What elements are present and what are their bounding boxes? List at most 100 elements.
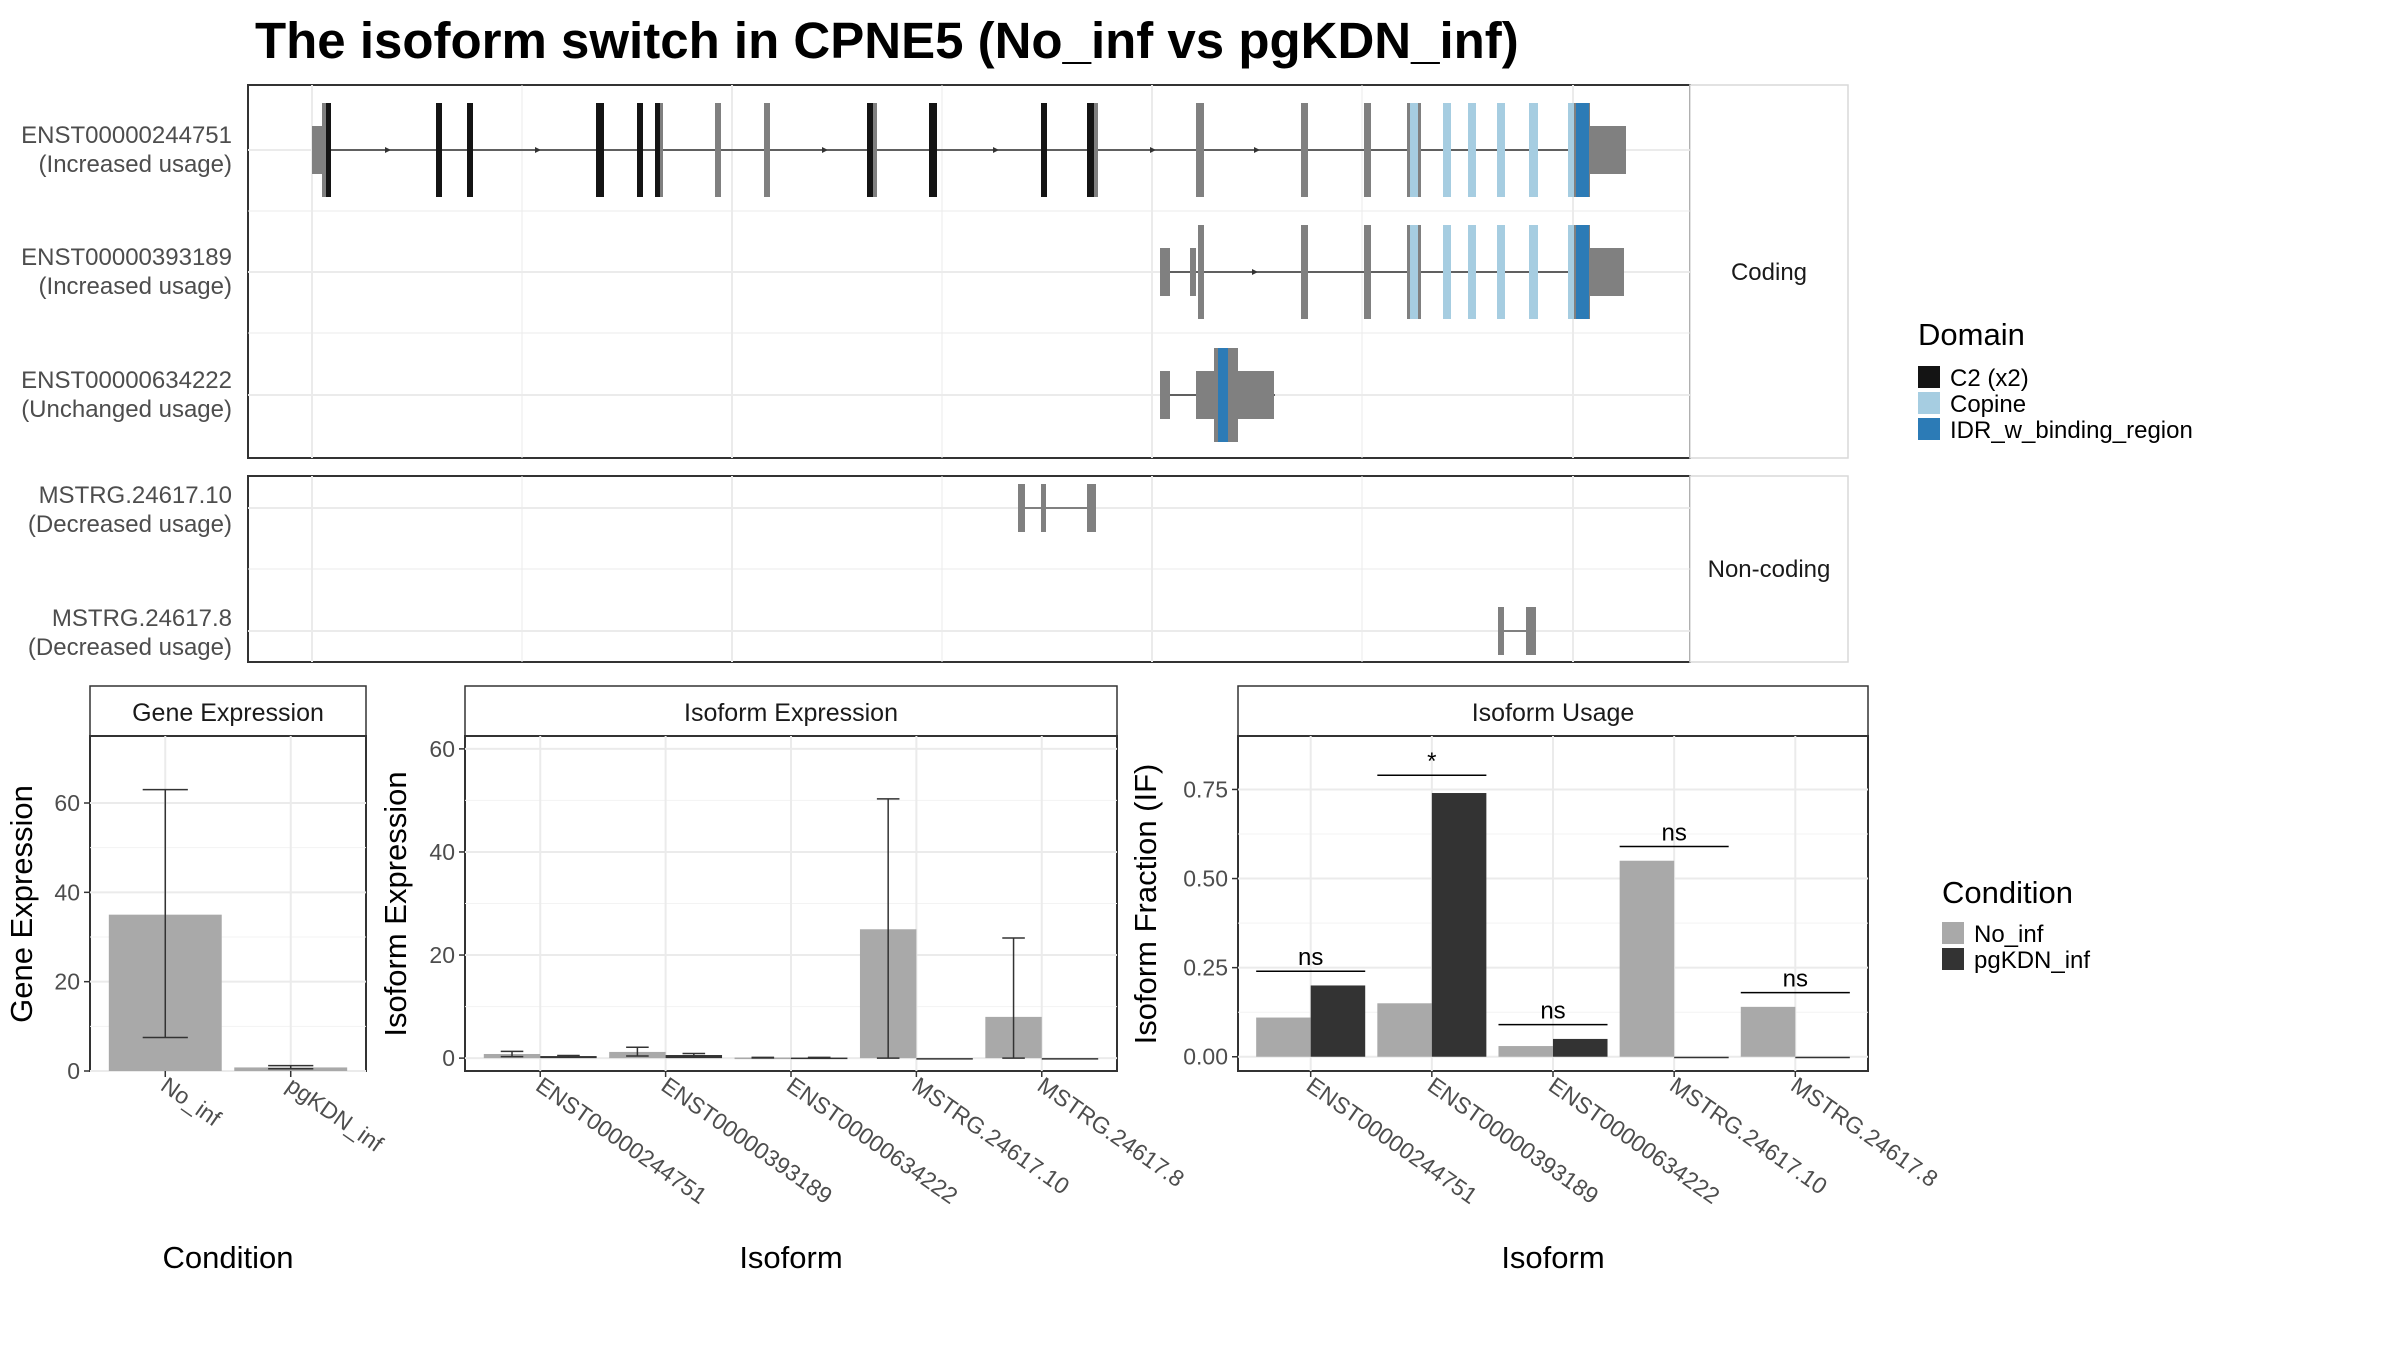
domain-legend-title: Domain [1918,317,2025,352]
intron-direction-arrows [385,147,1260,153]
significance-label: ns [1661,819,1686,846]
domain-legend: Domain C2 (x2) Copine IDR_w_binding_regi… [1918,317,2193,444]
legend-swatch-idr [1918,418,1940,440]
c2-domain [1041,103,1047,197]
idr-domain [1576,103,1589,197]
copine-domain [1468,225,1476,319]
structure-panel-noncoding: Non-coding [247,475,1849,663]
isoform-usage-ylabel: Isoform Fraction (IF) [1128,764,1163,1045]
y-tick-label: 0.50 [1183,866,1228,892]
transcript-track-mstrg-24617-8 [1498,607,1536,655]
significance-label: ns [1783,966,1808,993]
copine-domain [1497,103,1505,197]
transcript-track-enst00000244751 [312,103,1626,197]
legend-swatch-pgkdn-inf [1942,948,1964,970]
transcript-id-label: MSTRG.24617.10 [39,482,232,509]
bar [1431,793,1487,1057]
isoform-usage-title: Isoform Usage [1472,699,1635,727]
utr-exon [1238,371,1274,419]
legend-label-no-inf: No_inf [1974,921,2044,948]
transcript-usage-label: (Decreased usage) [28,634,232,661]
c2-domain [436,103,442,197]
bar [1619,860,1675,1057]
significance-label: * [1427,748,1436,775]
y-tick-label: 0.75 [1183,776,1228,802]
copine-domain [1497,225,1505,319]
bar [1553,1038,1608,1057]
transcript-track-enst00000634222 [1160,348,1275,442]
noncoding-exon [1526,607,1536,655]
noncoding-exon [1041,484,1046,532]
bar [1674,1056,1729,1059]
transcript-track-enst00000393189 [1160,225,1624,319]
gene-expression-title: Gene Expression [132,699,324,727]
exon [1364,103,1371,197]
c2-domain [326,103,331,197]
bar [1377,1003,1432,1057]
gene-expression-xlabel: Condition [163,1240,294,1275]
transcript-usage-label: (Unchanged usage) [21,396,232,423]
legend-label-idr: IDR_w_binding_region [1950,417,2193,444]
exon [715,103,721,197]
significance-label: ns [1298,944,1323,971]
y-tick-label: 0.25 [1183,955,1228,981]
c2-domain [637,103,643,197]
legend-label-copine: Copine [1950,391,2026,418]
exon [1198,225,1204,319]
legend-label-c2: C2 (x2) [1950,365,2029,392]
copine-domain [1410,103,1418,197]
isoform-expression-title: Isoform Expression [684,699,898,727]
isoform-usage-chart: Isoform Usage ns * ns ns ns 0.00 0.25 0.50 0.75… [1128,685,1943,1275]
legend-swatch-copine [1918,392,1940,414]
y-tick-label: 0 [67,1058,80,1084]
utr-exon [1196,371,1214,419]
y-tick-label: 20 [54,969,80,995]
copine-domain [1568,225,1574,319]
y-tick-label: 60 [429,736,455,762]
idr-domain [1576,225,1589,319]
transcript-usage-label: (Increased usage) [39,151,232,178]
exon [764,103,770,197]
y-tick-label: 0.00 [1183,1044,1228,1070]
noncoding-gridlines [248,476,1690,662]
isoform-expression-xlabel: Isoform [739,1240,842,1275]
legend-swatch-no-inf [1942,922,1964,944]
exon [1196,103,1204,197]
copine-domain [1468,103,1476,197]
c2-domain [467,103,473,197]
gene-expression-ylabel: Gene Expression [4,785,39,1023]
copine-domain [1443,225,1451,319]
bar [1795,1056,1850,1059]
strip-label-noncoding: Non-coding [1708,556,1831,583]
noncoding-exon [1018,484,1025,532]
significance-label: ns [1540,998,1565,1025]
c2-domain [655,103,660,197]
transcript-usage-label: (Increased usage) [39,273,232,300]
transcript-id-label: ENST00000634222 [21,367,232,394]
transcript-id-label: ENST00000244751 [21,122,232,149]
isoform-usage-marks: ns * ns ns ns [1256,748,1850,1059]
y-tick-label: 40 [429,839,455,865]
x-tick-label: No_inf [156,1072,226,1132]
gene-expression-chart: Gene Expression 0 20 40 60 No_inf pgKDN_inf C… [4,685,388,1275]
strip-label-coding: Coding [1731,259,1807,286]
c2-domain [867,103,873,197]
noncoding-exon [1087,484,1096,532]
y-tick-label: 20 [429,942,455,968]
c2-domain [1087,103,1094,197]
figure-title: The isoform switch in CPNE5 (No_inf vs p… [255,12,1519,69]
c2-domain [596,103,604,197]
copine-domain [1529,225,1538,319]
copine-domain [1410,225,1418,319]
condition-legend: Condition No_inf pgKDN_inf [1942,875,2090,974]
c2-domain [929,103,937,197]
copine-domain [1568,103,1574,197]
copine-domain [1443,103,1451,197]
isoform-expression-chart: Isoform Expression 0204060ENST0000024475… [378,685,1189,1275]
exon [1301,225,1308,319]
isoform-expression-strip [464,685,1118,737]
copine-domain [1529,103,1538,197]
strip-coding [1689,84,1849,459]
bar [1498,1046,1553,1057]
